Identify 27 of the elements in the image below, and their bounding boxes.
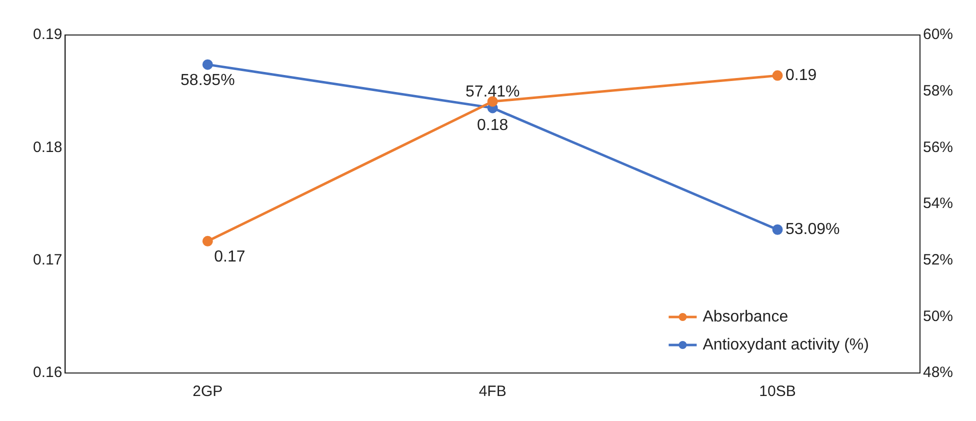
y-tick-label: 0.17 xyxy=(32,251,62,268)
y2-tick-label: 58% xyxy=(922,82,954,100)
data-label: 0.19 xyxy=(786,66,817,84)
point xyxy=(202,59,213,70)
x-tick-label: 10SB xyxy=(759,383,796,400)
data-label: 0.18 xyxy=(477,116,508,134)
legend-label: Antioxydant activity (%) xyxy=(702,336,869,354)
y2-tick-label: 60% xyxy=(922,26,954,44)
legend-label: Absorbance xyxy=(702,308,788,326)
data-label: 0.17 xyxy=(214,248,246,266)
y-tick-label: 0.18 xyxy=(32,138,62,156)
x-tick-label: 4FB xyxy=(478,383,506,400)
y2-tick-label: 52% xyxy=(922,251,954,268)
x-tick-label: 2GP xyxy=(192,383,223,400)
data-label: 58.95% xyxy=(180,72,235,89)
point xyxy=(487,96,498,107)
y2-tick-label: 48% xyxy=(922,364,954,382)
y2-tick-label: 50% xyxy=(922,308,954,325)
y-tick-label: 0.19 xyxy=(32,26,62,44)
data-label: 53.09% xyxy=(786,221,840,238)
data-label: 57.41% xyxy=(465,83,520,100)
point xyxy=(772,224,783,235)
y-tick-label: 0.16 xyxy=(32,364,62,382)
y2-tick-label: 54% xyxy=(922,195,954,212)
point xyxy=(772,70,783,81)
point xyxy=(202,236,213,246)
y2-tick-label: 56% xyxy=(922,138,954,156)
